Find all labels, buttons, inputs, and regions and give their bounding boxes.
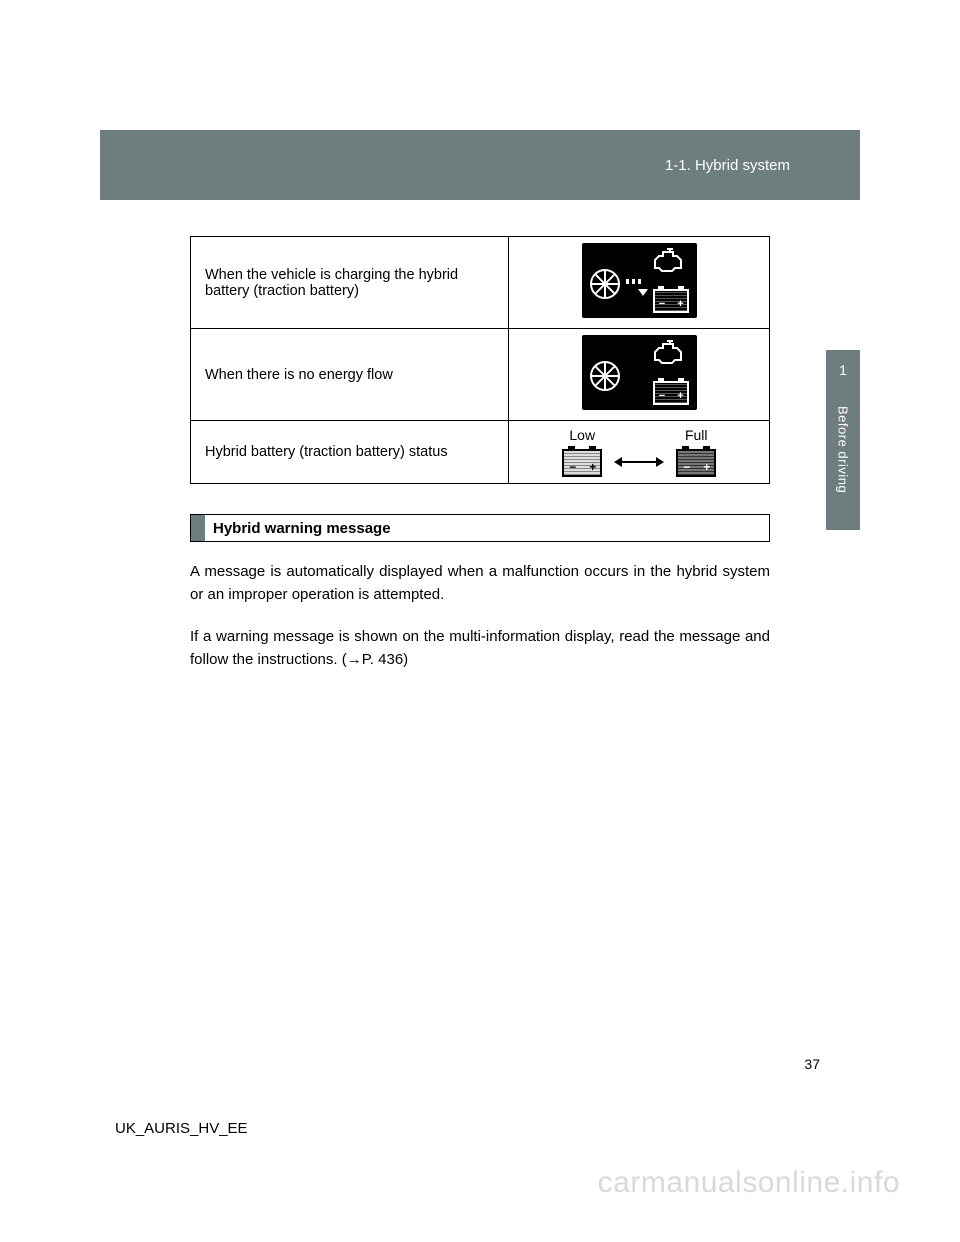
row-desc: When the vehicle is charging the hybrid … bbox=[191, 237, 509, 329]
wheel-icon bbox=[590, 269, 620, 299]
chapter-number: 1 bbox=[839, 362, 847, 378]
wheel-icon bbox=[590, 361, 620, 391]
section-heading: Hybrid warning message bbox=[190, 514, 770, 542]
footer-code: UK_AURIS_HV_EE bbox=[115, 1120, 248, 1137]
row-desc: Hybrid battery (traction battery) status bbox=[191, 421, 509, 484]
table-row: When the vehicle is charging the hybrid … bbox=[191, 237, 770, 329]
header-band: 1-1. Hybrid system bbox=[100, 130, 860, 200]
battery-icon: −+ bbox=[653, 289, 689, 313]
heading-bar-icon bbox=[191, 515, 205, 541]
energy-none-icon: −+ bbox=[582, 335, 697, 410]
table-row: Hybrid battery (traction battery) status… bbox=[191, 421, 770, 484]
section-label: 1-1. Hybrid system bbox=[665, 157, 790, 174]
low-label: Low bbox=[569, 427, 595, 443]
watermark: carmanualsonline.info bbox=[598, 1166, 900, 1200]
page-number: 37 bbox=[804, 1056, 820, 1072]
engine-icon bbox=[653, 340, 689, 366]
page-content: When the vehicle is charging the hybrid … bbox=[190, 236, 770, 671]
energy-flow-table: When the vehicle is charging the hybrid … bbox=[190, 236, 770, 484]
engine-icon bbox=[653, 248, 689, 274]
flow-dots-icon bbox=[626, 279, 641, 284]
chapter-title: Before driving bbox=[836, 406, 851, 493]
row-desc: When there is no energy flow bbox=[191, 329, 509, 421]
battery-icon: −+ bbox=[653, 381, 689, 405]
chapter-side-tab: 1 Before driving bbox=[826, 350, 860, 530]
table-row: When there is no energy flow −+ bbox=[191, 329, 770, 421]
body-paragraph: If a warning message is shown on the mul… bbox=[190, 625, 770, 672]
row-image: −+ bbox=[509, 237, 770, 329]
energy-charging-icon: −+ bbox=[582, 243, 697, 318]
double-arrow-icon bbox=[614, 457, 664, 467]
battery-full-icon: −+ bbox=[676, 449, 716, 477]
heading-title: Hybrid warning message bbox=[205, 515, 769, 541]
full-label: Full bbox=[685, 427, 708, 443]
flow-arrow-icon bbox=[638, 289, 648, 296]
battery-status-diagram: Low −+ Full −+ bbox=[515, 427, 763, 477]
row-image: −+ bbox=[509, 329, 770, 421]
body-paragraph: A message is automatically displayed whe… bbox=[190, 560, 770, 607]
battery-low-icon: −+ bbox=[562, 449, 602, 477]
row-image: Low −+ Full −+ bbox=[509, 421, 770, 484]
